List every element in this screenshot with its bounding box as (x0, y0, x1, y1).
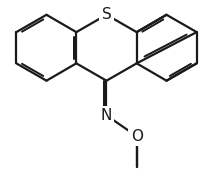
Text: N: N (101, 108, 112, 123)
Text: S: S (102, 7, 111, 22)
Text: O: O (131, 129, 143, 144)
